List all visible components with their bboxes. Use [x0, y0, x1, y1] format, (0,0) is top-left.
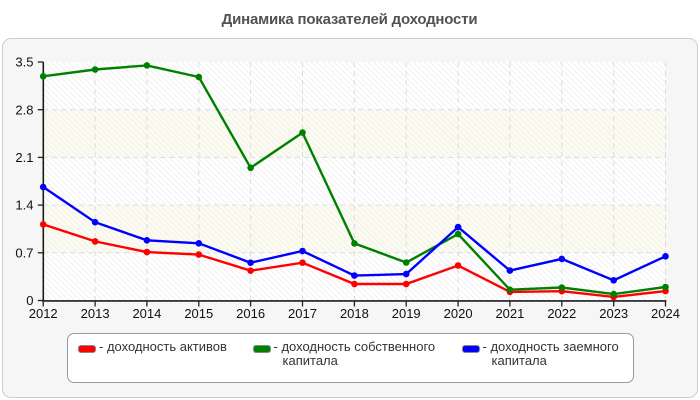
svg-text:2013: 2013: [81, 306, 110, 321]
svg-text:2017: 2017: [288, 306, 317, 321]
svg-text:2014: 2014: [132, 306, 161, 321]
svg-text:2016: 2016: [236, 306, 265, 321]
svg-text:2015: 2015: [184, 306, 213, 321]
svg-text:0.7: 0.7: [15, 245, 33, 260]
svg-text:2020: 2020: [444, 306, 473, 321]
svg-text:2019: 2019: [392, 306, 421, 321]
svg-text:2012: 2012: [29, 306, 58, 321]
svg-text:2023: 2023: [599, 306, 628, 321]
svg-text:2.8: 2.8: [15, 102, 33, 117]
svg-text:2022: 2022: [547, 306, 576, 321]
svg-text:2018: 2018: [340, 306, 369, 321]
svg-text:2021: 2021: [495, 306, 524, 321]
svg-text:0: 0: [26, 293, 33, 308]
svg-text:3.5: 3.5: [15, 55, 33, 70]
svg-text:2024: 2024: [651, 306, 680, 321]
svg-text:1.4: 1.4: [15, 198, 33, 213]
svg-text:2.1: 2.1: [15, 150, 33, 165]
